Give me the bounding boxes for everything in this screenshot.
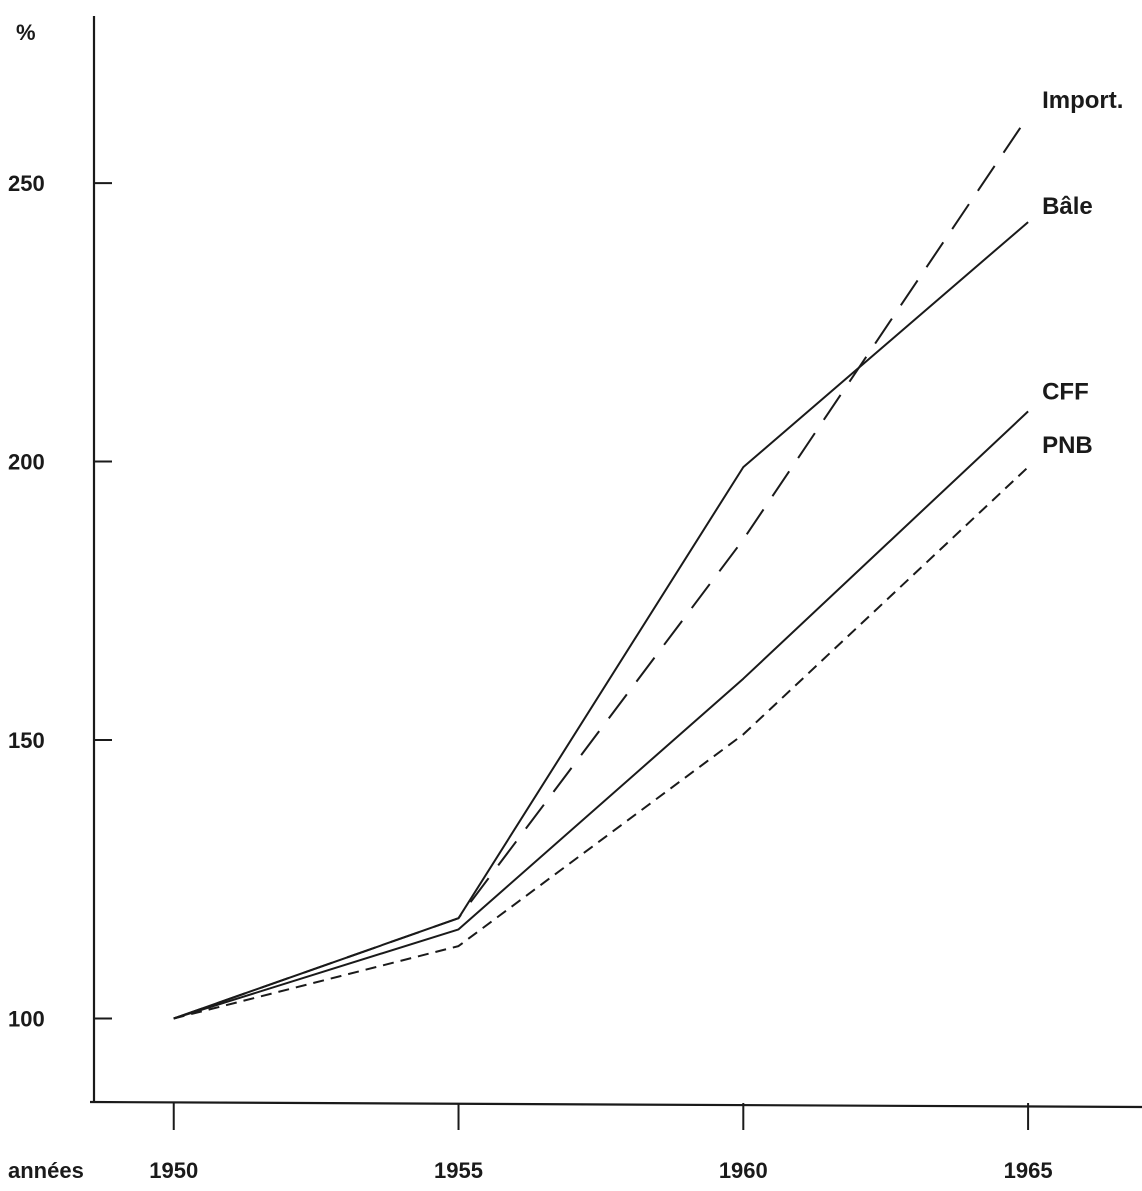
y-axis-unit: % (16, 20, 36, 45)
series-line-ble (173, 221, 1029, 1020)
series-labels: Import. Bâle CFF PNB (1042, 87, 1123, 459)
series-label-cff: CFF (1042, 378, 1089, 405)
series-line-pnb (173, 466, 1029, 1020)
y-tick-label: 150 (8, 728, 45, 753)
y-tick-label: 200 (8, 450, 45, 475)
y-tick-label: 100 (8, 1006, 45, 1031)
series-line-cff (173, 410, 1029, 1020)
series-label-import: Import. (1042, 87, 1123, 114)
y-ticks: 100 150 200 250 (8, 171, 112, 1031)
x-tick-label: 1965 (1004, 1158, 1053, 1183)
axes (89, 16, 1142, 1109)
x-ticks: 1950 1955 1960 1965 (149, 1103, 1053, 1183)
series-label-pnb: PNB (1042, 432, 1093, 459)
series-lines (173, 115, 1029, 1020)
x-tick-label: 1950 (149, 1158, 198, 1183)
series-label-ble: Bâle (1042, 193, 1093, 220)
series-line-import (173, 115, 1029, 1020)
y-tick-label: 250 (8, 171, 45, 196)
x-tick-label: 1960 (719, 1158, 768, 1183)
x-tick-label: 1955 (434, 1158, 483, 1183)
x-axis-label: années (8, 1158, 84, 1183)
x-axis-line (89, 1100, 1142, 1109)
